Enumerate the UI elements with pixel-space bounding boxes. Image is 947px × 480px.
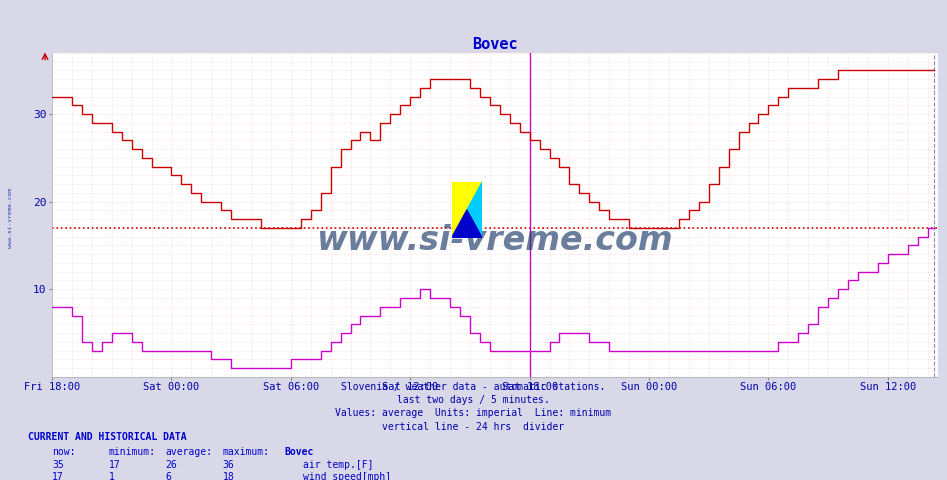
Text: 26: 26 xyxy=(166,460,177,470)
Text: last two days / 5 minutes.: last two days / 5 minutes. xyxy=(397,395,550,405)
Text: www.si-vreme.com: www.si-vreme.com xyxy=(316,224,673,257)
Text: minimum:: minimum: xyxy=(109,447,156,457)
Text: average:: average: xyxy=(166,447,213,457)
Text: 1: 1 xyxy=(109,472,115,480)
Text: maximum:: maximum: xyxy=(223,447,270,457)
Text: 18: 18 xyxy=(223,472,234,480)
Text: www.si-vreme.com: www.si-vreme.com xyxy=(8,188,12,249)
Polygon shape xyxy=(452,210,482,238)
Text: 36: 36 xyxy=(223,460,234,470)
Text: now:: now: xyxy=(52,447,76,457)
Text: 17: 17 xyxy=(109,460,120,470)
Text: Bovec: Bovec xyxy=(284,447,313,457)
Text: CURRENT AND HISTORICAL DATA: CURRENT AND HISTORICAL DATA xyxy=(28,432,188,442)
Text: wind speed[mph]: wind speed[mph] xyxy=(303,472,391,480)
Text: air temp.[F]: air temp.[F] xyxy=(303,460,373,470)
Text: 35: 35 xyxy=(52,460,63,470)
Text: vertical line - 24 hrs  divider: vertical line - 24 hrs divider xyxy=(383,422,564,432)
Text: 6: 6 xyxy=(166,472,171,480)
Text: 17: 17 xyxy=(52,472,63,480)
Text: Slovenia / weather data - automatic stations.: Slovenia / weather data - automatic stat… xyxy=(341,382,606,392)
Polygon shape xyxy=(467,182,482,238)
Polygon shape xyxy=(452,182,482,238)
Title: Bovec: Bovec xyxy=(472,36,518,52)
Text: Values: average  Units: imperial  Line: minimum: Values: average Units: imperial Line: mi… xyxy=(335,408,612,419)
